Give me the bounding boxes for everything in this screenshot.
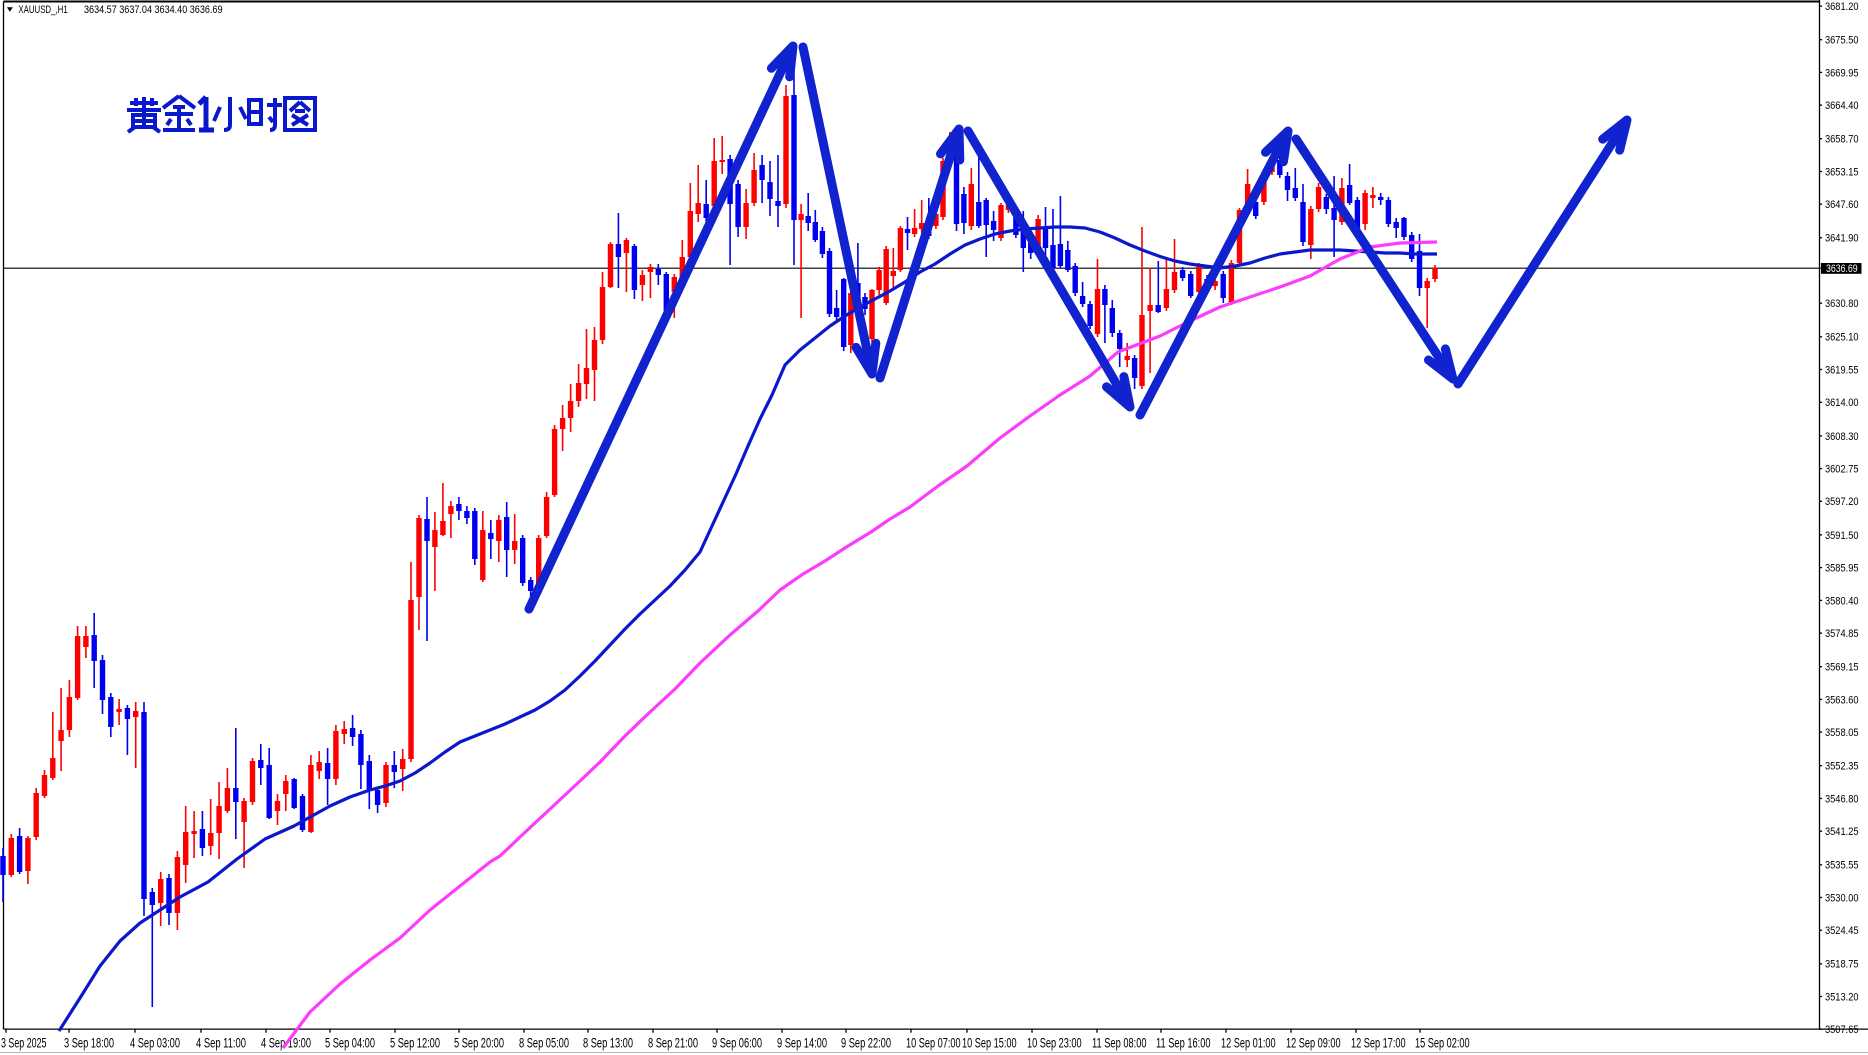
svg-text:4 Sep 03:00: 4 Sep 03:00 [130, 1035, 180, 1050]
svg-text:3614.00: 3614.00 [1825, 397, 1859, 409]
svg-text:3546.80: 3546.80 [1825, 793, 1859, 805]
svg-text:3647.60: 3647.60 [1825, 199, 1859, 211]
svg-text:8 Sep 13:00: 8 Sep 13:00 [583, 1035, 633, 1050]
svg-text:10 Sep 23:00: 10 Sep 23:00 [1027, 1035, 1082, 1050]
svg-text:3541.25: 3541.25 [1825, 826, 1859, 838]
svg-text:3574.85: 3574.85 [1825, 628, 1859, 640]
svg-text:5 Sep 20:00: 5 Sep 20:00 [454, 1035, 504, 1050]
svg-text:3552.35: 3552.35 [1825, 761, 1859, 773]
svg-text:3664.40: 3664.40 [1825, 100, 1859, 112]
svg-text:5 Sep 04:00: 5 Sep 04:00 [325, 1035, 375, 1050]
svg-text:11 Sep 16:00: 11 Sep 16:00 [1156, 1035, 1211, 1050]
svg-text:3653.15: 3653.15 [1825, 166, 1859, 178]
svg-text:3 Sep 18:00: 3 Sep 18:00 [64, 1035, 114, 1050]
svg-text:3591.50: 3591.50 [1825, 530, 1859, 542]
svg-text:10 Sep 07:00: 10 Sep 07:00 [906, 1035, 961, 1050]
svg-text:3608.30: 3608.30 [1825, 431, 1859, 443]
svg-text:11 Sep 08:00: 11 Sep 08:00 [1092, 1035, 1147, 1050]
svg-text:9 Sep 22:00: 9 Sep 22:00 [841, 1035, 891, 1050]
svg-text:3585.95: 3585.95 [1825, 563, 1859, 575]
svg-text:10 Sep 15:00: 10 Sep 15:00 [962, 1035, 1017, 1050]
svg-text:3625.10: 3625.10 [1825, 332, 1859, 344]
svg-text:8 Sep 05:00: 8 Sep 05:00 [519, 1035, 569, 1050]
svg-text:12 Sep 17:00: 12 Sep 17:00 [1351, 1035, 1406, 1050]
svg-text:3619.55: 3619.55 [1825, 364, 1859, 376]
svg-text:3518.75: 3518.75 [1825, 959, 1859, 971]
svg-text:3513.20: 3513.20 [1825, 991, 1859, 1003]
svg-text:12 Sep 01:00: 12 Sep 01:00 [1221, 1035, 1276, 1050]
svg-text:3630.80: 3630.80 [1825, 298, 1859, 310]
svg-text:8 Sep 21:00: 8 Sep 21:00 [648, 1035, 698, 1050]
svg-text:15 Sep 02:00: 15 Sep 02:00 [1415, 1035, 1470, 1050]
svg-text:9 Sep 06:00: 9 Sep 06:00 [712, 1035, 762, 1050]
svg-text:XAUUSD_,H1: XAUUSD_,H1 [18, 4, 67, 16]
svg-text:3669.95: 3669.95 [1825, 67, 1859, 79]
svg-text:3535.55: 3535.55 [1825, 860, 1859, 872]
svg-text:3569.15: 3569.15 [1825, 662, 1859, 674]
svg-text:3580.40: 3580.40 [1825, 595, 1859, 607]
svg-text:3658.70: 3658.70 [1825, 134, 1859, 146]
svg-text:12 Sep 09:00: 12 Sep 09:00 [1286, 1035, 1341, 1050]
svg-text:3634.57 3637.04 3634.40 3636.6: 3634.57 3637.04 3634.40 3636.69 [84, 4, 223, 16]
svg-text:3 Sep 2025: 3 Sep 2025 [1, 1035, 47, 1050]
svg-text:3558.05: 3558.05 [1825, 727, 1859, 739]
svg-text:3524.45: 3524.45 [1825, 925, 1859, 937]
svg-text:3507.65: 3507.65 [1825, 1024, 1859, 1036]
svg-text:3530.00: 3530.00 [1825, 892, 1859, 904]
svg-text:3641.90: 3641.90 [1825, 233, 1859, 245]
svg-text:3636.69: 3636.69 [1826, 263, 1858, 275]
svg-text:3681.20: 3681.20 [1825, 1, 1859, 13]
svg-text:3602.75: 3602.75 [1825, 464, 1859, 476]
svg-text:5 Sep 12:00: 5 Sep 12:00 [390, 1035, 440, 1050]
svg-text:3597.20: 3597.20 [1825, 496, 1859, 508]
svg-text:3563.60: 3563.60 [1825, 694, 1859, 706]
svg-text:9 Sep 14:00: 9 Sep 14:00 [777, 1035, 827, 1050]
svg-text:4 Sep 11:00: 4 Sep 11:00 [196, 1035, 246, 1050]
svg-text:3675.50: 3675.50 [1825, 35, 1859, 47]
